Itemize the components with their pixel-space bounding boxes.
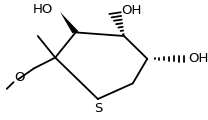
Polygon shape <box>60 12 79 33</box>
Text: S: S <box>94 102 102 114</box>
Text: O: O <box>14 71 25 84</box>
Text: HO: HO <box>32 3 53 16</box>
Text: OH: OH <box>188 52 208 65</box>
Text: OH: OH <box>122 4 142 17</box>
